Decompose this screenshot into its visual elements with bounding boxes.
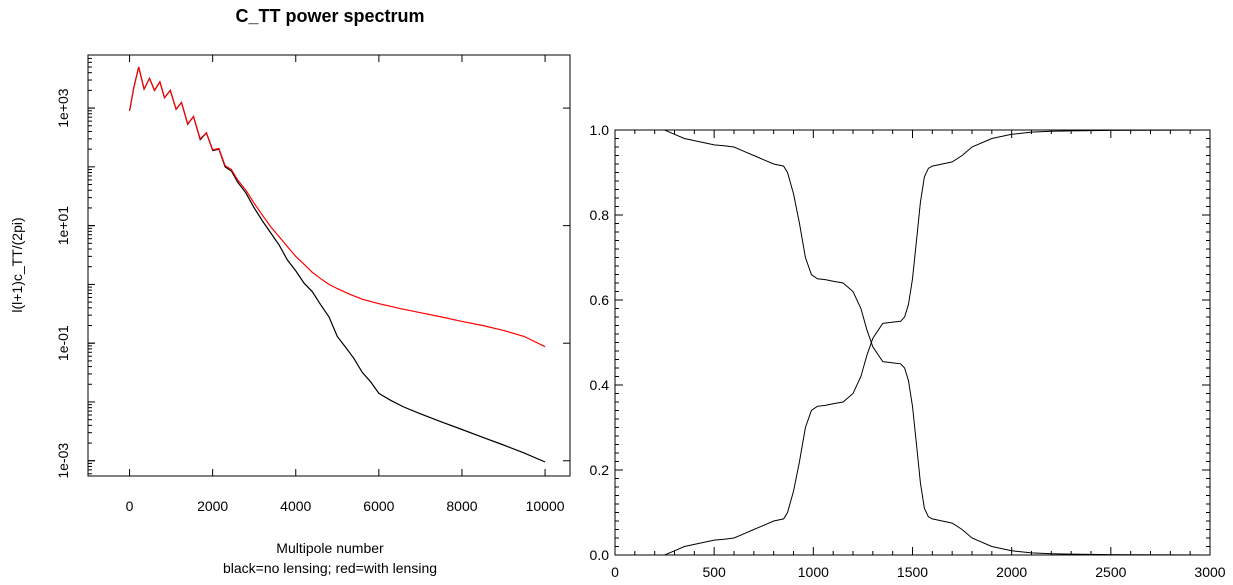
- no-lensing-line: [129, 66, 546, 463]
- left-x-tick-label: 8000: [446, 498, 477, 514]
- with-lensing-line: [129, 66, 546, 348]
- left-x-tick-label: 6000: [363, 498, 394, 514]
- left-y-axis-label: l(l+1)c_TT/(2pi): [9, 217, 25, 312]
- increasing-curve: [615, 129, 1211, 556]
- decreasing-curve: [615, 129, 1211, 556]
- left-y-tick-label: 1e+01: [55, 206, 71, 246]
- right-y-tick-label: 0.4: [590, 377, 610, 393]
- left-x-axis-label: Multipole number: [276, 540, 384, 556]
- right-axes-ticks: 0 500 1000 1500 2000 2500 3000 0.0 0.2 0.4 0.6 0.8 1…: [590, 122, 1226, 580]
- right-plot-frame: [614, 129, 1211, 556]
- left-chart-title: C_TT power spectrum: [235, 6, 424, 26]
- left-x-tick-label: 2000: [197, 498, 228, 514]
- left-x-tick-label: 0: [126, 498, 134, 514]
- right-y-tick-label: 0.8: [590, 207, 610, 223]
- left-axes-ticks: 0 2000 4000 6000 8000 10000 1e-03 1e-01 1e+01 1e+…: [55, 54, 570, 514]
- left-plot-frame: [87, 54, 571, 477]
- left-x-tick-label: 4000: [280, 498, 311, 514]
- left-y-tick-label: 1e-03: [55, 443, 71, 479]
- left-y-tick-label: 1e+03: [55, 88, 71, 128]
- left-x-tick-label: 10000: [526, 498, 565, 514]
- right-x-tick-label: 0: [611, 564, 619, 580]
- left-y-tick-label: 1e-01: [55, 325, 71, 361]
- right-x-tick-label: 2000: [996, 564, 1027, 580]
- right-y-tick-label: 0.2: [590, 462, 610, 478]
- left-x-axis-sublabel: black=no lensing; red=with lensing: [223, 560, 437, 576]
- right-y-tick-label: 1.0: [590, 122, 610, 138]
- right-x-tick-label: 1500: [897, 564, 928, 580]
- right-y-tick-label: 0.0: [590, 547, 610, 563]
- right-y-tick-label: 0.6: [590, 292, 610, 308]
- right-chart: 0 500 1000 1500 2000 2500 3000 0.0 0.2 0.4 0.6 0.8 1…: [590, 122, 1226, 580]
- right-x-tick-label: 1000: [798, 564, 829, 580]
- left-series-group: [129, 66, 546, 463]
- right-series-group: [615, 129, 1211, 556]
- left-chart: C_TT power spectrum 0 2000 4000 6000 8000 100…: [9, 6, 571, 576]
- right-x-tick-label: 500: [702, 564, 726, 580]
- right-x-tick-label: 2500: [1095, 564, 1126, 580]
- right-x-tick-label: 3000: [1194, 564, 1225, 580]
